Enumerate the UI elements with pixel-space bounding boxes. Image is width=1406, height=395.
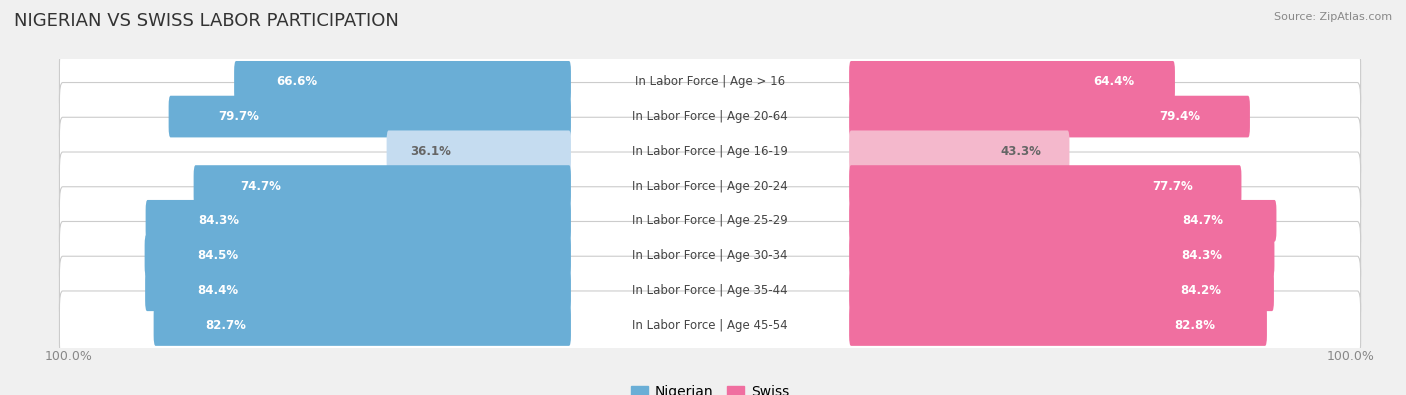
Text: 84.5%: 84.5% (197, 249, 239, 262)
Text: 36.1%: 36.1% (411, 145, 451, 158)
Text: 79.4%: 79.4% (1160, 110, 1201, 123)
FancyBboxPatch shape (59, 152, 1361, 220)
FancyBboxPatch shape (849, 304, 1267, 346)
Text: 77.7%: 77.7% (1152, 180, 1192, 192)
FancyBboxPatch shape (849, 96, 1250, 137)
Text: 84.7%: 84.7% (1182, 214, 1223, 227)
Text: 82.7%: 82.7% (205, 318, 246, 331)
Text: 84.4%: 84.4% (198, 284, 239, 297)
Text: In Labor Force | Age 16-19: In Labor Force | Age 16-19 (633, 145, 787, 158)
FancyBboxPatch shape (849, 235, 1274, 276)
Text: 79.7%: 79.7% (218, 110, 259, 123)
FancyBboxPatch shape (387, 130, 571, 172)
FancyBboxPatch shape (59, 291, 1361, 359)
FancyBboxPatch shape (235, 61, 571, 103)
Text: In Labor Force | Age 30-34: In Labor Force | Age 30-34 (633, 249, 787, 262)
FancyBboxPatch shape (145, 269, 571, 311)
FancyBboxPatch shape (59, 48, 1361, 116)
Text: 84.3%: 84.3% (1181, 249, 1222, 262)
FancyBboxPatch shape (59, 83, 1361, 150)
Text: In Labor Force | Age 20-24: In Labor Force | Age 20-24 (633, 180, 787, 192)
FancyBboxPatch shape (153, 304, 571, 346)
FancyBboxPatch shape (145, 235, 571, 276)
Text: 84.2%: 84.2% (1181, 284, 1222, 297)
FancyBboxPatch shape (59, 222, 1361, 290)
Text: 84.3%: 84.3% (198, 214, 239, 227)
FancyBboxPatch shape (146, 200, 571, 242)
FancyBboxPatch shape (59, 256, 1361, 324)
Text: NIGERIAN VS SWISS LABOR PARTICIPATION: NIGERIAN VS SWISS LABOR PARTICIPATION (14, 12, 399, 30)
FancyBboxPatch shape (59, 187, 1361, 255)
Text: In Labor Force | Age 35-44: In Labor Force | Age 35-44 (633, 284, 787, 297)
FancyBboxPatch shape (59, 117, 1361, 185)
Text: In Labor Force | Age 20-64: In Labor Force | Age 20-64 (633, 110, 787, 123)
Text: In Labor Force | Age 45-54: In Labor Force | Age 45-54 (633, 318, 787, 331)
Text: 74.7%: 74.7% (240, 180, 281, 192)
FancyBboxPatch shape (849, 269, 1274, 311)
Text: 64.4%: 64.4% (1094, 75, 1135, 88)
FancyBboxPatch shape (849, 130, 1070, 172)
FancyBboxPatch shape (849, 200, 1277, 242)
Text: 43.3%: 43.3% (1001, 145, 1042, 158)
FancyBboxPatch shape (194, 165, 571, 207)
Legend: Nigerian, Swiss: Nigerian, Swiss (626, 379, 794, 395)
FancyBboxPatch shape (169, 96, 571, 137)
Text: Source: ZipAtlas.com: Source: ZipAtlas.com (1274, 12, 1392, 22)
Text: 82.8%: 82.8% (1174, 318, 1215, 331)
Text: 66.6%: 66.6% (276, 75, 318, 88)
Text: In Labor Force | Age > 16: In Labor Force | Age > 16 (636, 75, 785, 88)
FancyBboxPatch shape (849, 61, 1175, 103)
Text: In Labor Force | Age 25-29: In Labor Force | Age 25-29 (633, 214, 787, 227)
FancyBboxPatch shape (849, 165, 1241, 207)
